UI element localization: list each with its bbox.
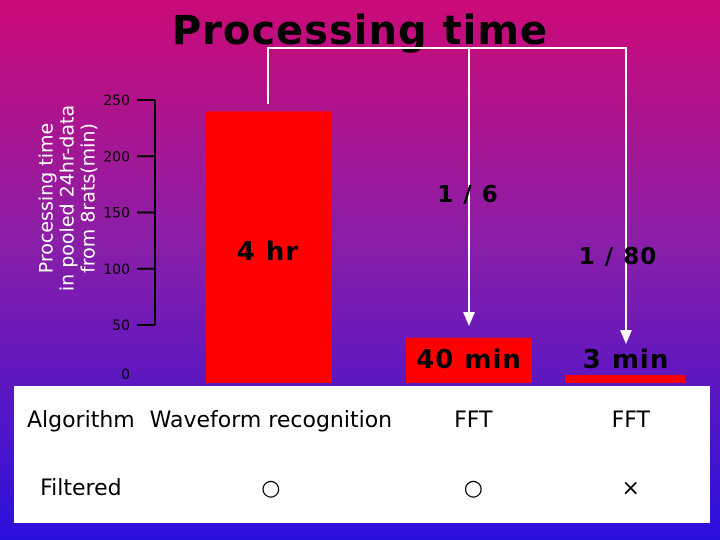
algorithm-cell: Waveform recognition [146, 386, 396, 454]
arrow-head [463, 312, 475, 326]
bar [565, 375, 685, 383]
bar [206, 111, 332, 383]
filtered-row: Filtered ○ ○ × [14, 453, 711, 523]
filtered-cell: ○ [394, 453, 553, 523]
y-tick-label: 200 [103, 149, 130, 165]
bar-chart: 0 50 100 150 200 250 4 hr 40 min 3 min 1 / 6 1 / 8… [103, 47, 685, 383]
bar-data-label: 4 hr [237, 237, 299, 267]
algorithm-cell: FFT [551, 386, 711, 454]
bar-data-label: 3 min [583, 345, 670, 375]
chart-title: Processing time [171, 8, 549, 54]
filtered-cell: ○ [146, 453, 396, 523]
bar-data-label: 40 min [416, 345, 522, 375]
ratio-annotation: 1 / 6 [437, 182, 498, 208]
algorithm-header: Algorithm [14, 386, 148, 454]
y-tick-label: 50 [112, 318, 130, 334]
algorithm-cell: FFT [394, 386, 553, 454]
comparison-table: Algorithm Waveform recognition FFT FFT F… [14, 386, 711, 523]
y-tick-label: 100 [103, 262, 130, 278]
filtered-cell: × [551, 453, 711, 523]
y-tick-label: 150 [103, 206, 130, 222]
bar [406, 337, 532, 383]
y-tick-label: 0 [121, 367, 130, 383]
annotation-bracket [267, 47, 627, 330]
algorithm-row: Algorithm Waveform recognition FFT FFT [14, 386, 711, 454]
y-tick-label: 250 [103, 93, 130, 109]
filtered-header: Filtered [14, 453, 148, 523]
ratio-annotation: 1 / 80 [579, 244, 657, 270]
arrow-head [620, 330, 632, 344]
